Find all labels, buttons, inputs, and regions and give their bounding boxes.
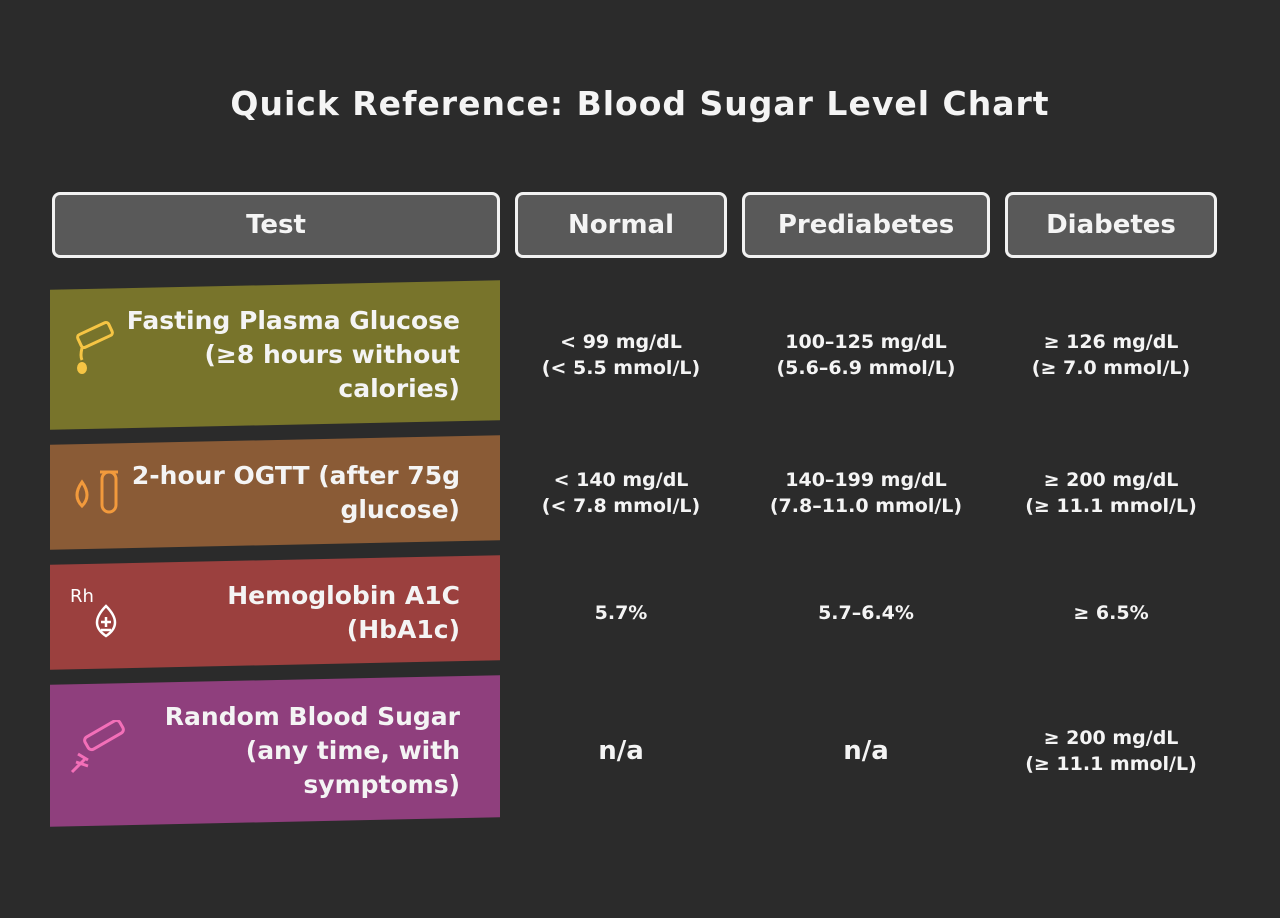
value-line: (< 5.5 mmol/L) xyxy=(541,357,701,379)
value-line: (≥ 11.1 mmol/L) xyxy=(1025,494,1197,517)
value-line: n/a xyxy=(843,736,889,766)
test-name: Fasting Plasma Glucose (≥8 hours without… xyxy=(126,306,460,403)
test-name: Hemoglobin A1C (HbA1c) xyxy=(227,580,460,644)
test-name: 2-hour OGTT (after 75g glucose) xyxy=(131,460,460,524)
glucometer-icon xyxy=(70,720,125,774)
value-line: (< 7.8 mmol/L) xyxy=(541,494,701,517)
value-line: < 99 mg/dL xyxy=(560,331,682,353)
drop-tube-icon xyxy=(75,470,118,514)
header-cell: Normal xyxy=(515,192,727,258)
value-cell: < 140 mg/dL (< 7.8 mmol/L) xyxy=(515,440,727,545)
value-cell: ≥ 6.5% xyxy=(1005,560,1217,665)
value-line: n/a xyxy=(598,736,644,766)
value-line: ≥ 6.5% xyxy=(1073,601,1149,624)
value-cell: 100–125 mg/dL (5.6–6.9 mmol/L) xyxy=(742,285,990,425)
icon-label: Rh xyxy=(70,586,94,607)
value-line: 5.7% xyxy=(594,601,648,624)
value-line: ≥ 200 mg/dL xyxy=(1043,727,1179,749)
value-line: ≥ 126 mg/dL xyxy=(1043,331,1179,353)
title: Quick Reference: Blood Sugar Level Chart xyxy=(230,84,1050,123)
value-cell: 5.7–6.4% xyxy=(742,560,990,665)
value-line: 100–125 mg/dL xyxy=(785,331,947,353)
value-cell: ≥ 200 mg/dL (≥ 11.1 mmol/L) xyxy=(1005,440,1217,545)
rh-icon: Rh xyxy=(70,586,117,638)
value-cell: n/a xyxy=(515,680,727,822)
value-cell: 140–199 mg/dL (7.8–11.0 mmol/L) xyxy=(742,440,990,545)
test-tube-icon xyxy=(76,320,114,374)
value-line: (≥ 11.1 mmol/L) xyxy=(1025,753,1197,775)
value-line: (7.8–11.0 mmol/L) xyxy=(769,494,963,517)
header-cell: Diabetes xyxy=(1005,192,1217,258)
header-cell: Test xyxy=(52,192,500,258)
value-cell: ≥ 200 mg/dL (≥ 11.1 mmol/L) xyxy=(1005,680,1217,822)
value-line: (5.6–6.9 mmol/L) xyxy=(776,357,956,379)
value-line: (≥ 7.0 mmol/L) xyxy=(1031,357,1191,379)
value-cell: n/a xyxy=(742,680,990,822)
value-cell: ≥ 126 mg/dL (≥ 7.0 mmol/L) xyxy=(1005,285,1217,425)
value-cell: 5.7% xyxy=(515,560,727,665)
value-line: 140–199 mg/dL xyxy=(785,468,947,491)
header-cell: Prediabetes xyxy=(742,192,990,258)
value-line: ≥ 200 mg/dL xyxy=(1043,468,1179,491)
value-line: 5.7–6.4% xyxy=(818,601,914,624)
test-name: Random Blood Sugar (any time, with sympt… xyxy=(164,702,460,799)
value-line: < 140 mg/dL xyxy=(553,468,689,491)
value-cell: < 99 mg/dL (< 5.5 mmol/L) xyxy=(515,285,727,425)
